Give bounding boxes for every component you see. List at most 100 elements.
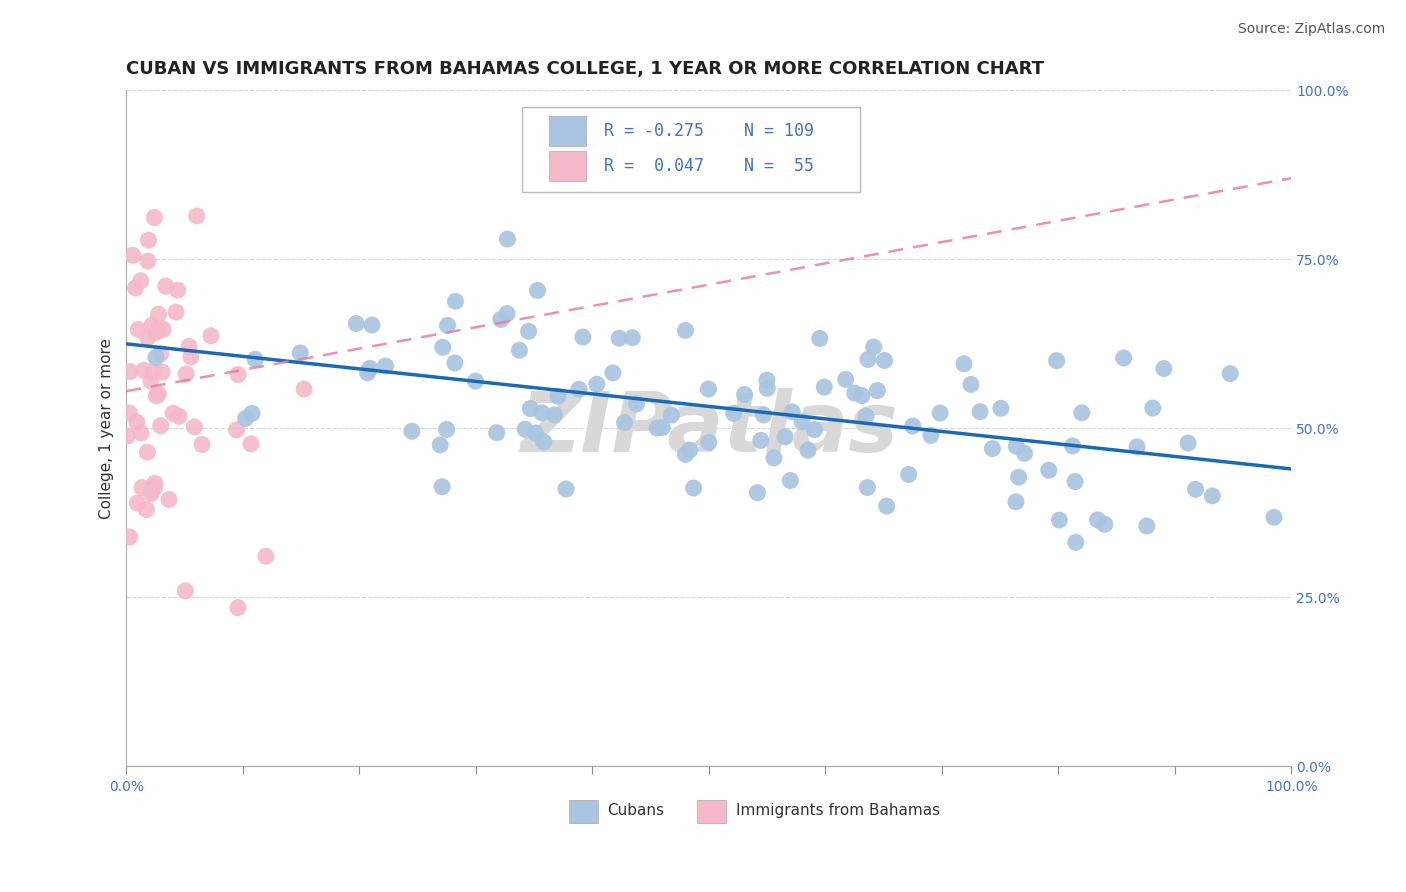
- Point: [290, 346, 312, 360]
- Point: [697, 382, 720, 396]
- Point: [179, 339, 201, 353]
- Point: [1126, 440, 1149, 454]
- Point: [157, 492, 180, 507]
- Point: [990, 401, 1012, 416]
- Point: [174, 367, 197, 381]
- Point: [489, 312, 512, 326]
- Point: [747, 485, 769, 500]
- Point: [533, 434, 555, 449]
- Point: [118, 406, 141, 420]
- Point: [920, 428, 942, 442]
- Point: [659, 408, 682, 422]
- Point: [139, 374, 162, 388]
- Point: [1184, 483, 1206, 497]
- Point: [1263, 510, 1285, 524]
- Point: [813, 380, 835, 394]
- Point: [1094, 517, 1116, 532]
- Point: [436, 422, 458, 436]
- Point: [508, 343, 530, 358]
- Point: [862, 340, 884, 354]
- Point: [749, 434, 772, 448]
- Point: [145, 389, 167, 403]
- Point: [682, 481, 704, 495]
- Point: [148, 387, 170, 401]
- Point: [240, 406, 263, 420]
- Point: [136, 330, 159, 344]
- Point: [124, 281, 146, 295]
- Point: [779, 474, 801, 488]
- Point: [138, 233, 160, 247]
- Point: [803, 423, 825, 437]
- Point: [127, 322, 149, 336]
- Text: Immigrants from Bahamas: Immigrants from Bahamas: [735, 803, 939, 818]
- Point: [235, 411, 257, 425]
- Point: [856, 352, 879, 367]
- Point: [1038, 463, 1060, 477]
- Point: [496, 232, 519, 246]
- Point: [149, 347, 172, 361]
- Point: [543, 408, 565, 422]
- Point: [1142, 401, 1164, 415]
- Point: [145, 351, 167, 365]
- Point: [762, 450, 785, 465]
- Point: [855, 409, 877, 424]
- Point: [141, 483, 163, 497]
- Point: [645, 421, 668, 435]
- Point: [780, 405, 803, 419]
- Point: [752, 408, 775, 422]
- Point: [797, 443, 820, 458]
- Point: [866, 384, 889, 398]
- Point: [254, 549, 277, 564]
- Point: [444, 356, 467, 370]
- Point: [607, 331, 630, 345]
- Point: [139, 486, 162, 500]
- Point: [723, 406, 745, 420]
- Point: [186, 209, 208, 223]
- Point: [131, 481, 153, 495]
- Point: [897, 467, 920, 482]
- Point: [621, 331, 644, 345]
- Point: [167, 409, 190, 424]
- Point: [873, 353, 896, 368]
- Point: [953, 357, 976, 371]
- Point: [1047, 513, 1070, 527]
- Point: [430, 480, 453, 494]
- Text: ZIPatlas: ZIPatlas: [520, 388, 897, 469]
- Point: [142, 365, 165, 379]
- Point: [1201, 489, 1223, 503]
- Point: [651, 420, 673, 434]
- Point: [200, 328, 222, 343]
- Point: [929, 406, 952, 420]
- Point: [496, 307, 519, 321]
- Point: [485, 425, 508, 440]
- Point: [444, 294, 467, 309]
- Point: [901, 419, 924, 434]
- Point: [132, 363, 155, 377]
- Bar: [550, 116, 586, 146]
- Point: [1219, 367, 1241, 381]
- Point: [464, 374, 486, 388]
- Point: [401, 424, 423, 438]
- Point: [118, 530, 141, 544]
- Point: [792, 415, 814, 429]
- Point: [524, 425, 547, 440]
- Point: [357, 366, 380, 380]
- Point: [149, 418, 172, 433]
- Point: [165, 305, 187, 319]
- Point: [1014, 446, 1036, 460]
- Text: Cubans: Cubans: [607, 803, 665, 818]
- Text: Source: ZipAtlas.com: Source: ZipAtlas.com: [1237, 22, 1385, 37]
- Point: [755, 373, 778, 387]
- Point: [136, 445, 159, 459]
- Point: [135, 502, 157, 516]
- Point: [756, 381, 779, 395]
- Point: [361, 318, 384, 332]
- Point: [675, 447, 697, 461]
- Point: [1064, 475, 1087, 489]
- Point: [626, 397, 648, 411]
- Point: [844, 386, 866, 401]
- Point: [136, 254, 159, 268]
- Point: [143, 211, 166, 225]
- Point: [344, 317, 367, 331]
- Point: [226, 368, 249, 382]
